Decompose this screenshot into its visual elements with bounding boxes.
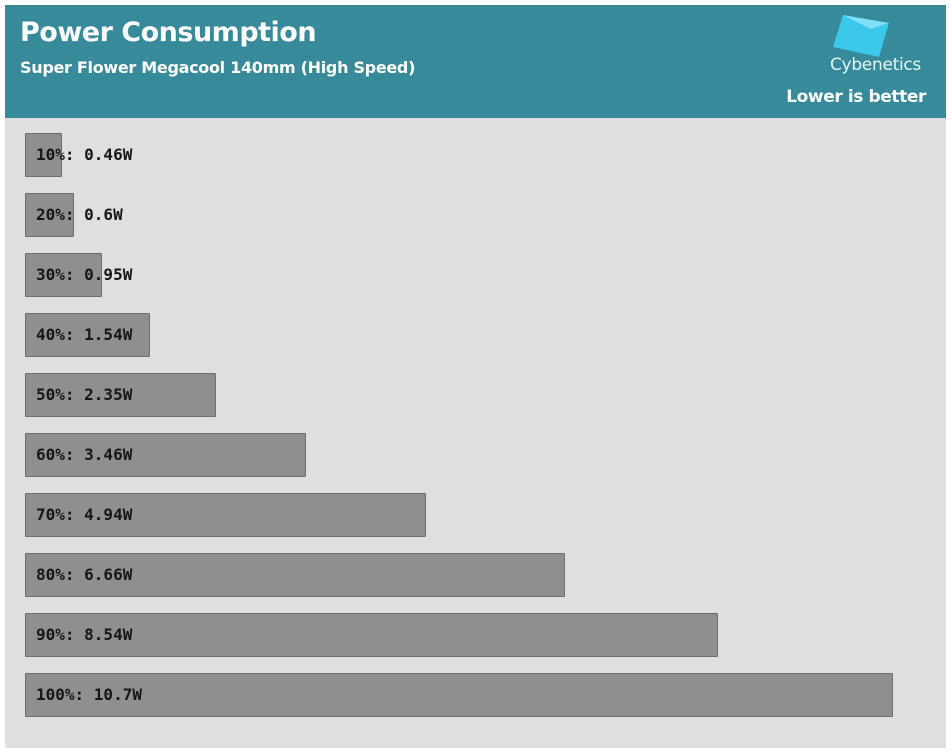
bar-40pct (25, 313, 150, 357)
chart-header: Power Consumption Super Flower Megacool … (5, 5, 946, 118)
bar-label: 70%: 4.94W (36, 505, 133, 524)
cybenetics-logo-icon (833, 15, 889, 57)
bar-label: 80%: 6.66W (36, 565, 133, 584)
bar-label: 100%: 10.7W (36, 685, 142, 704)
bar-label: 20%: 0.6W (36, 205, 123, 224)
bar-60pct (25, 433, 306, 477)
chart-subtitle: Super Flower Megacool 140mm (High Speed) (20, 58, 416, 77)
bar-20pct (25, 193, 74, 237)
plot-area: 10%: 0.46W 20%: 0.6W 30%: 0.95W 40%: 1.54W 5… (5, 118, 946, 748)
bar-70pct (25, 493, 426, 537)
bar-label: 90%: 8.54W (36, 625, 133, 644)
bar-100pct (25, 673, 893, 717)
chart-frame: Power Consumption Super Flower Megacool … (5, 5, 946, 748)
bar-50pct (25, 373, 216, 417)
bar-label: 10%: 0.46W (36, 145, 133, 164)
bar-label: 30%: 0.95W (36, 265, 133, 284)
bar-10pct (25, 133, 62, 177)
chart-title: Power Consumption (20, 17, 317, 48)
lower-is-better-note: Lower is better (786, 87, 926, 107)
bar-label: 60%: 3.46W (36, 445, 133, 464)
bar-label: 50%: 2.35W (36, 385, 133, 404)
bar-30pct (25, 253, 102, 297)
bar-90pct (25, 613, 718, 657)
bar-label: 40%: 1.54W (36, 325, 133, 344)
bar-80pct (25, 553, 565, 597)
brand-name: Cybenetics (829, 55, 921, 75)
